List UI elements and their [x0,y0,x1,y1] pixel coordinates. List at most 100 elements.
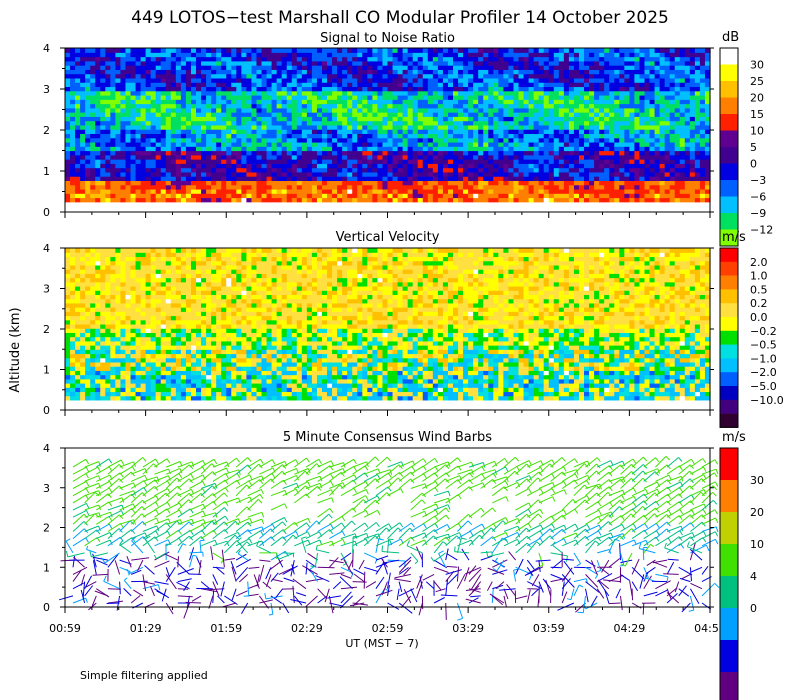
snr-cell [553,120,560,126]
snr-cell [357,150,363,156]
snr-cell [115,69,122,75]
snr-cell [372,120,379,126]
snr-cell [634,197,641,203]
snr-cell [115,163,122,169]
snr-cell [387,56,394,62]
snr-cell [634,167,641,173]
snr-cell [654,112,661,117]
snr-cell [584,120,590,126]
snr-cell [478,141,484,147]
snr-cell [427,184,434,190]
snr-cell [327,154,333,160]
velocity-cell [75,336,81,342]
snr-cell [453,99,459,105]
snr-cell [644,154,651,160]
snr-cell [503,163,510,169]
snr-cell [478,167,484,173]
snr-cell [271,193,278,199]
snr-cell [170,124,177,130]
snr-cell [629,184,636,190]
snr-cell [256,193,263,199]
snr-cell [170,90,177,96]
snr-cell [594,120,600,126]
snr-cell [442,82,449,88]
snr-cell [286,133,293,139]
snr-cell [669,69,676,75]
snr-cell [644,141,651,147]
snr-cell [453,137,459,143]
snr-cell [503,129,510,135]
snr-cell [175,77,182,83]
snr-cell [301,60,308,66]
snr-cell [528,150,535,156]
snr-cell [165,116,172,122]
velocity-cell [65,252,71,258]
snr-cell [473,176,479,181]
snr-cell [578,159,585,164]
snr-cell [412,69,419,75]
snr-cell [523,107,530,113]
snr-cell [523,60,530,66]
snr-cell [392,52,399,58]
snr-cell [291,73,298,79]
snr-cell [372,159,379,164]
snr-cell [85,129,91,135]
snr-cell [95,99,101,105]
snr-cell [548,65,555,70]
snr-cell [226,137,232,143]
snr-cell [649,188,656,194]
snr-cell [684,180,691,186]
snr-cell [629,73,636,79]
snr-cell [337,150,343,156]
snr-cell [175,146,182,152]
snr-cell [508,103,515,109]
snr-cell [75,116,81,122]
snr-cell [689,180,696,186]
snr-cell [614,120,620,126]
velocity-cell [80,366,86,371]
snr-cell [100,73,106,79]
snr-cell [483,150,489,156]
snr-cell [281,56,288,62]
snr-cell [568,82,575,88]
snr-cell [689,86,696,92]
snr-cell [584,193,590,199]
snr-cell [513,184,520,190]
velocity-cell [70,281,76,287]
snr-cell [175,73,182,79]
colorbar-swatch [720,114,738,131]
snr-cell [261,65,268,70]
snr-cell [105,73,111,79]
snr-cell [704,120,711,126]
snr-cell [629,77,636,83]
snr-cell [286,163,293,169]
snr-cell [110,52,116,58]
snr-cell [95,137,101,143]
snr-cell [513,120,520,126]
snr-cell [206,90,212,96]
snr-cell [236,184,242,190]
snr-cell [372,82,379,88]
snr-cell [352,86,358,92]
snr-cell [130,86,137,92]
snr-cell [427,107,434,113]
snr-cell [568,112,575,117]
snr-cell [271,86,278,92]
snr-cell [110,188,116,194]
snr-cell [694,107,701,113]
snr-cell [125,69,132,75]
snr-cell [447,180,454,186]
snr-cell [538,86,545,92]
snr-cell [190,103,197,109]
snr-cell [367,56,373,62]
snr-cell [508,65,515,70]
snr-cell [538,163,545,169]
snr-cell [412,141,419,147]
snr-cell [155,197,162,203]
snr-cell [327,99,333,105]
snr-cell [95,116,101,122]
snr-cell [291,193,298,199]
snr-cell [447,65,454,70]
velocity-cell [70,387,76,393]
snr-cell [402,99,409,105]
